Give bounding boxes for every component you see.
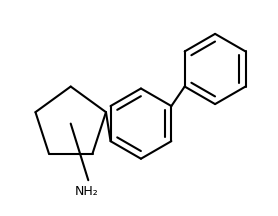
Text: NH₂: NH₂ [75,185,98,198]
